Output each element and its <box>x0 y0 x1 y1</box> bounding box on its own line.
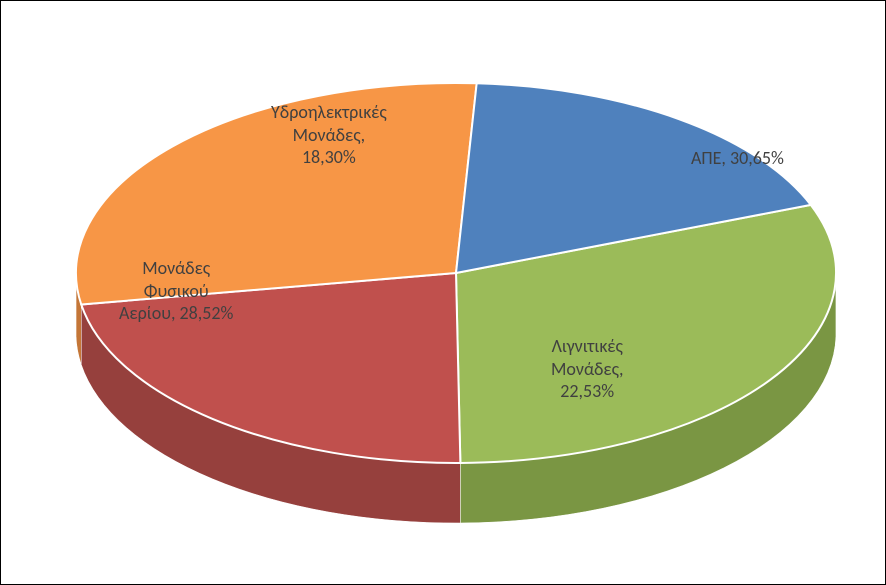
pie-slice <box>76 83 477 305</box>
pie-top <box>76 83 836 463</box>
chart-frame: ΑΠΕ, 30,65%Λιγνιτικές Μονάδες, 22,53%Μον… <box>0 0 886 585</box>
pie-chart-3d <box>1 1 886 585</box>
